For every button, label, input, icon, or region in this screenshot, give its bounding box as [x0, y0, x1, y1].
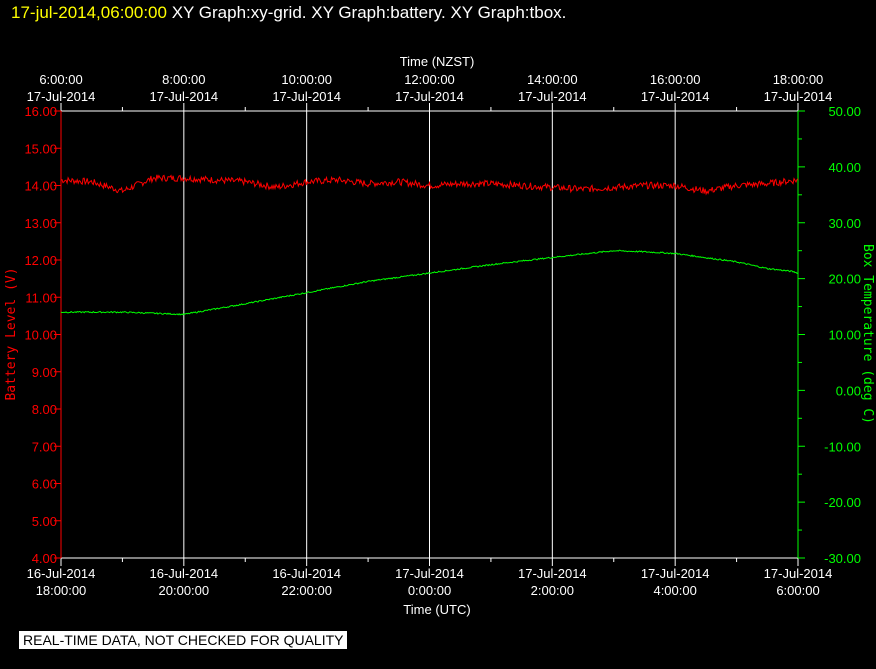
series-line-tbox — [60, 249, 799, 316]
x-tick-label-bottom-date: 17-Jul-2014 — [518, 566, 587, 581]
x-tick-label-top-date: 17-Jul-2014 — [641, 89, 710, 104]
left-tick-label: 9.00 — [32, 365, 57, 380]
left-tick-label: 4.00 — [32, 551, 57, 566]
header-timestamp: 17-jul-2014,06:00:00 — [11, 3, 167, 22]
x-tick-label-bottom-date: 16-Jul-2014 — [27, 566, 96, 581]
right-tick-label: -30.00 — [824, 551, 861, 566]
graph-title-tbox: XY Graph:tbox. — [450, 3, 567, 22]
left-tick-label: 6.00 — [32, 477, 57, 492]
x-tick-label-top-date: 17-Jul-2014 — [272, 89, 341, 104]
right-tick-label: 30.00 — [828, 216, 861, 231]
quality-disclaimer: REAL-TIME DATA, NOT CHECKED FOR QUALITY — [19, 631, 348, 649]
left-tick-label: 15.00 — [24, 141, 57, 156]
graph-title-battery: XY Graph:battery. — [311, 3, 446, 22]
left-tick-label: 5.00 — [32, 514, 57, 529]
x-tick-label-top-date: 17-Jul-2014 — [395, 89, 464, 104]
x-tick-label-top-time: 12:00:00 — [404, 72, 455, 87]
left-axis-title: Battery Level (V) — [4, 267, 19, 400]
left-tick-label: 16.00 — [24, 104, 57, 119]
x-tick-label-top-time: 18:00:00 — [773, 72, 824, 87]
left-tick-label: 11.00 — [25, 290, 57, 305]
left-tick-label: 8.00 — [32, 402, 57, 417]
right-tick-label: -20.00 — [824, 495, 861, 510]
x-tick-label-bottom-time: 22:00:00 — [281, 583, 332, 598]
right-tick-label: 20.00 — [828, 272, 861, 287]
x-tick-label-top-date: 17-Jul-2014 — [764, 89, 833, 104]
x-tick-label-bottom-time: 0:00:00 — [408, 583, 451, 598]
x-tick-label-bottom-date: 17-Jul-2014 — [764, 566, 833, 581]
x-tick-label-bottom-time: 6:00:00 — [776, 583, 819, 598]
x-tick-label-bottom-time: 2:00:00 — [531, 583, 574, 598]
x-tick-label-top-date: 17-Jul-2014 — [27, 89, 96, 104]
x-tick-label-top-time: 8:00:00 — [162, 72, 205, 87]
x-tick-label-bottom-date: 16-Jul-2014 — [272, 566, 341, 581]
graph-header: 17-jul-2014,06:00:00 XY Graph:xy-grid. X… — [11, 3, 566, 23]
right-tick-label: 50.00 — [828, 104, 861, 119]
x-tick-label-top-time: 6:00:00 — [39, 72, 82, 87]
top-axis-title: Time (NZST) — [400, 54, 475, 69]
right-tick-label: 0.00 — [836, 383, 861, 398]
left-tick-label: 10.00 — [24, 328, 57, 343]
left-tick-label: 12.00 — [24, 253, 57, 268]
right-tick-label: 40.00 — [828, 160, 861, 175]
x-tick-label-bottom-date: 17-Jul-2014 — [395, 566, 464, 581]
x-tick-label-top-time: 10:00:00 — [281, 72, 332, 87]
bottom-axis-title: Time (UTC) — [403, 602, 470, 617]
right-tick-label: 10.00 — [828, 328, 861, 343]
x-tick-label-bottom-time: 20:00:00 — [159, 583, 210, 598]
x-tick-label-top-time: 16:00:00 — [650, 72, 701, 87]
right-tick-label: -10.00 — [824, 439, 861, 454]
right-axis-title: Box Temperature (deg C) — [860, 244, 875, 424]
x-tick-label-top-time: 14:00:00 — [527, 72, 578, 87]
x-tick-label-top-date: 17-Jul-2014 — [150, 89, 219, 104]
x-tick-label-bottom-time: 4:00:00 — [653, 583, 696, 598]
x-tick-label-bottom-date: 17-Jul-2014 — [641, 566, 710, 581]
graph-title-xy-grid: XY Graph:xy-grid. — [171, 3, 307, 22]
left-tick-label: 13.00 — [24, 216, 57, 231]
left-tick-label: 7.00 — [32, 439, 57, 454]
x-tick-label-bottom-date: 16-Jul-2014 — [150, 566, 219, 581]
x-tick-label-top-date: 17-Jul-2014 — [518, 89, 587, 104]
left-tick-label: 14.00 — [24, 179, 57, 194]
x-tick-label-bottom-time: 18:00:00 — [36, 583, 87, 598]
series-line-battery — [60, 174, 799, 196]
